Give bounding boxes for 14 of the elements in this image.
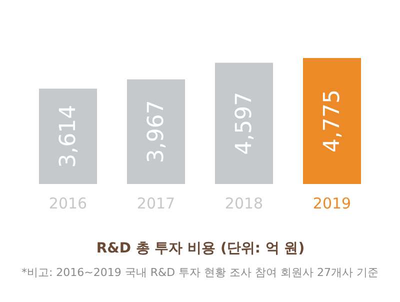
x-axis-title: R&D 총 투자 비용 (단위: 억 원) [96,240,305,256]
text: *비고: 2016~2019 국내 R&D 투자 현황 조사 참여 회원사 27개사 기준 [21,266,379,279]
x-tick-label: 2016 [48,194,88,212]
data-label: 4,775 [320,90,345,152]
data-label: 3,614 [56,104,81,168]
bar [215,62,273,184]
bar [39,88,97,184]
x-tick-label: 2019 [312,194,352,212]
data-label: 3,967 [144,100,169,164]
bar [303,58,361,184]
data-label: 4,597 [232,92,257,155]
x-tick-label: 2017 [136,194,176,212]
x-tick-label: 2018 [224,194,264,212]
bar [127,79,185,184]
